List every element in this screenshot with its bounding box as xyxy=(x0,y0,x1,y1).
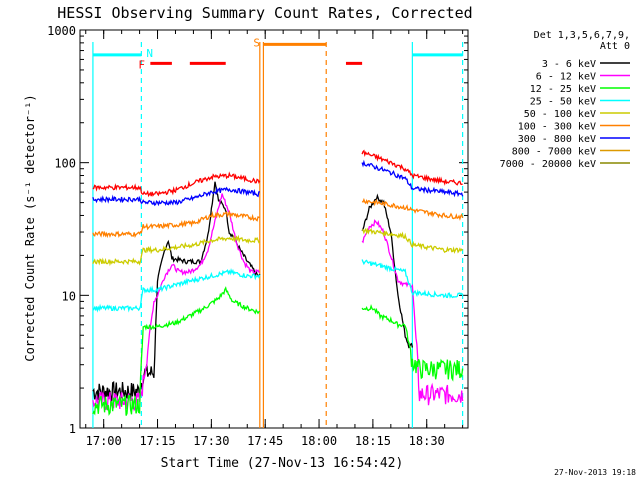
legend-entry-label: 300 - 800 keV xyxy=(518,134,596,145)
series-line xyxy=(92,286,261,417)
x-axis-label: Start Time (27-Nov-13 16:54:42) xyxy=(161,456,404,471)
flag-label: S xyxy=(253,36,260,49)
series-line xyxy=(361,219,464,406)
axes: 1 10 100 1000 17:00 17:15 17:30 17:45 18:00 18:15… xyxy=(47,24,469,448)
timestamp: 27-Nov-2013 19:18 xyxy=(554,468,636,477)
y-axis-label: Corrected Count Rate (s⁻¹ detector⁻¹) xyxy=(23,94,37,361)
y-tick-label: 1 xyxy=(69,422,76,436)
y-tick-label: 1000 xyxy=(47,24,76,38)
legend-entry-label: 6 - 12 keV xyxy=(536,72,596,83)
x-tick-label: 18:00 xyxy=(301,434,337,448)
chart-marks: NF S xyxy=(92,36,464,428)
x-tick-label: 17:30 xyxy=(193,434,229,448)
series-line xyxy=(361,149,463,186)
chart-title: HESSI Observing Summary Count Rates, Cor… xyxy=(57,4,472,22)
legend-entry-label: 25 - 50 keV xyxy=(530,97,596,108)
y-tick-label: 100 xyxy=(54,157,76,171)
x-tick-label: 17:45 xyxy=(247,434,283,448)
x-tick-label: 18:15 xyxy=(355,434,391,448)
series-line xyxy=(92,186,261,207)
legend-entry-label: 7000 - 20000 keV xyxy=(500,159,596,170)
series-line xyxy=(361,193,414,349)
series-line xyxy=(92,268,261,313)
legend-header: Att 0 xyxy=(600,41,630,52)
legend-entry-label: 100 - 300 keV xyxy=(518,122,596,133)
series-line xyxy=(361,227,464,254)
legend-entry-label: 12 - 25 keV xyxy=(530,84,596,95)
x-tick-label: 18:30 xyxy=(409,434,445,448)
series-line xyxy=(361,159,464,198)
series-line xyxy=(361,259,464,299)
series-line xyxy=(92,171,261,198)
legend-entry-label: 800 - 7000 keV xyxy=(512,147,596,158)
series-line xyxy=(92,209,260,239)
y-tick-label: 10 xyxy=(62,289,76,303)
legend-header: Det 1,3,5,6,7,9, xyxy=(534,30,630,41)
series-line xyxy=(92,193,260,412)
series-line xyxy=(361,304,464,382)
series-line xyxy=(361,197,464,221)
series-line xyxy=(92,234,261,267)
flag-label: N xyxy=(146,47,153,60)
x-tick-label: 17:15 xyxy=(139,434,175,448)
x-tick-label: 17:00 xyxy=(86,434,122,448)
plot-frame xyxy=(79,29,469,429)
legend-entry-label: 3 - 6 keV xyxy=(542,59,596,70)
legend: Det 1,3,5,6,7,9,Att 0 3 - 6 keV 6 - 12 keV… xyxy=(500,30,630,170)
legend-entry-label: 50 - 100 keV xyxy=(524,109,596,120)
flag-label: F xyxy=(138,58,145,71)
